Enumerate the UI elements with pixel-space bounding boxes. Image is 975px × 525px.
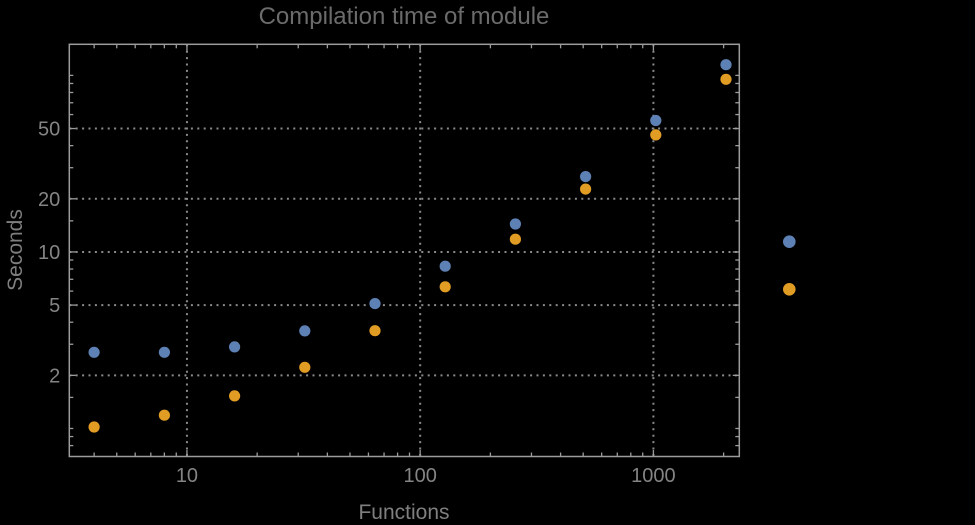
y-tick-label: 2 (49, 365, 60, 387)
y-axis-label: Seconds (4, 209, 27, 291)
page-title: Compilation time of module (258, 3, 550, 30)
data-point-series-2 (158, 409, 170, 421)
plot-frame (68, 43, 741, 458)
data-point-series-1 (650, 114, 662, 127)
data-point-series-2 (369, 325, 381, 337)
legend-marker-series-1 (783, 235, 796, 248)
y-tick-label: 5 (49, 295, 60, 317)
data-point-series-2 (650, 129, 662, 141)
x-tick-label: 1000 (631, 465, 676, 487)
data-point-series-1 (229, 341, 241, 353)
data-point-series-2 (580, 183, 592, 195)
data-point-series-1 (369, 298, 381, 310)
data-point-series-1 (580, 171, 592, 183)
y-tick-label: 10 (38, 242, 60, 264)
legend-marker-series-2 (783, 283, 796, 296)
y-tick-label: 50 (38, 119, 60, 141)
data-point-series-2 (439, 281, 451, 293)
data-point-series-1 (88, 346, 100, 358)
data-point-series-2 (509, 233, 521, 245)
x-tick-label: 10 (176, 465, 198, 487)
data-point-series-2 (229, 390, 241, 402)
data-point-series-2 (720, 73, 732, 85)
x-axis-label: Functions (358, 501, 450, 524)
data-point-series-2 (299, 361, 311, 373)
data-point-series-1 (158, 346, 170, 358)
y-tick-label: 20 (38, 189, 60, 211)
data-point-series-2 (88, 421, 100, 433)
data-point-series-1 (509, 218, 521, 230)
data-point-series-1 (439, 260, 451, 272)
data-point-series-1 (299, 325, 311, 337)
x-tick-label: 100 (403, 465, 436, 487)
data-point-series-1 (720, 59, 732, 71)
